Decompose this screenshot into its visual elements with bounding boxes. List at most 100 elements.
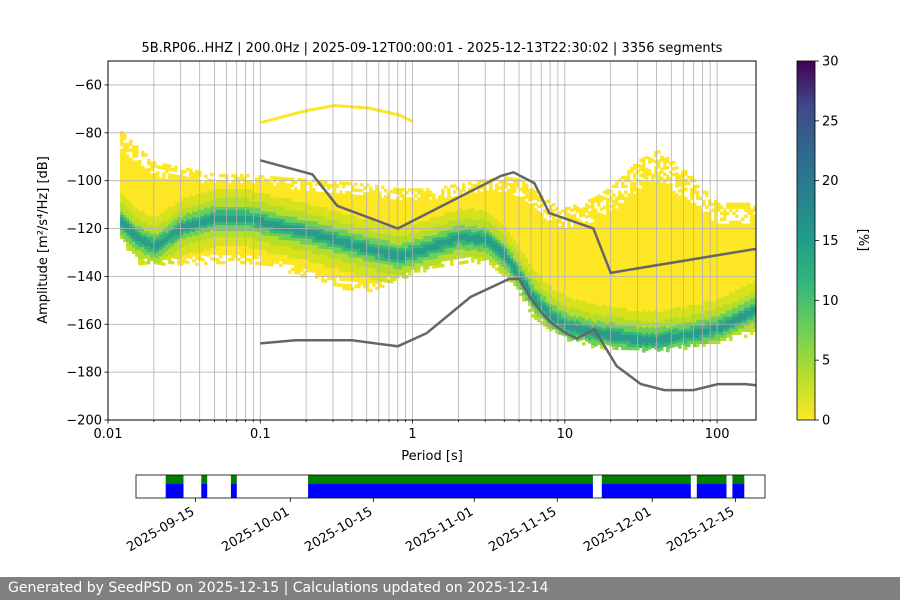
heatmap-cell	[150, 176, 154, 180]
heatmap-cell	[135, 172, 139, 176]
heatmap-cell	[210, 241, 214, 246]
heatmap-cell	[558, 298, 562, 302]
heatmap-cell	[369, 228, 373, 233]
heatmap-cell	[201, 186, 205, 190]
heatmap-cell	[261, 184, 265, 188]
heatmap-cell	[477, 243, 481, 247]
heatmap-cell	[237, 176, 241, 181]
heatmap-cell	[522, 181, 526, 185]
heatmap-cell	[345, 181, 349, 186]
heatmap-cell	[405, 200, 409, 204]
heatmap-cell	[333, 241, 337, 245]
heatmap-cell	[282, 219, 286, 223]
heatmap-cell	[420, 194, 424, 198]
heatmap-cell	[435, 201, 439, 206]
heatmap-cell	[543, 242, 547, 246]
heatmap-cell	[393, 211, 397, 215]
heatmap-cell	[549, 273, 553, 278]
heatmap-cell	[177, 184, 181, 188]
heatmap-cell	[336, 250, 340, 254]
heatmap-cell	[309, 256, 313, 261]
heatmap-cell	[594, 262, 598, 266]
heatmap-cell	[567, 284, 571, 288]
heatmap-cell	[552, 263, 556, 267]
heatmap-cell	[171, 249, 175, 253]
heatmap-cell	[537, 267, 541, 272]
heatmap-cell	[525, 264, 529, 268]
heatmap-cell	[144, 171, 148, 175]
heatmap-cell	[258, 211, 262, 215]
heatmap-cell	[486, 232, 490, 236]
heatmap-cell	[528, 206, 532, 211]
heatmap-cell	[357, 239, 361, 244]
heatmap-cell	[273, 209, 277, 213]
heatmap-cell	[285, 186, 289, 190]
heatmap-cell	[186, 224, 190, 229]
heatmap-cell	[408, 188, 412, 192]
heatmap-cell	[366, 255, 370, 259]
heatmap-cell	[441, 230, 445, 235]
heatmap-cell	[144, 174, 148, 178]
heatmap-cell	[504, 269, 508, 273]
heatmap-cell	[297, 238, 301, 242]
heatmap-cell	[246, 185, 250, 190]
heatmap-cell	[441, 224, 445, 229]
heatmap-cell	[579, 289, 583, 293]
heatmap-cell	[435, 198, 439, 203]
heatmap-cell	[570, 244, 574, 248]
heatmap-cell	[180, 259, 184, 263]
heatmap-cell	[588, 319, 592, 323]
heatmap-cell	[120, 133, 124, 138]
heatmap-cell	[282, 249, 286, 253]
heatmap-cell	[219, 197, 223, 202]
heatmap-cell	[315, 191, 319, 195]
heatmap-cell	[555, 264, 559, 268]
heatmap-cell	[582, 300, 586, 304]
heatmap-cell	[393, 256, 397, 260]
heatmap-cell	[585, 329, 589, 333]
heatmap-cell	[558, 325, 562, 329]
heatmap-cell	[564, 246, 568, 250]
heatmap-cell	[447, 212, 451, 216]
heatmap-cell	[441, 194, 445, 199]
heatmap-cell	[174, 165, 178, 169]
heatmap-cell	[477, 216, 481, 220]
heatmap-cell	[579, 220, 583, 224]
heatmap-cell	[426, 239, 430, 243]
heatmap-cell	[528, 251, 532, 256]
heatmap-cell	[531, 305, 535, 309]
heatmap-cell	[321, 231, 325, 235]
heatmap-cell	[306, 256, 310, 261]
heatmap-cell	[402, 245, 406, 249]
heatmap-cell	[228, 233, 232, 238]
heatmap-cell	[306, 238, 310, 243]
heatmap-cell	[525, 294, 529, 298]
heatmap-cell	[249, 261, 253, 265]
heatmap-cell	[135, 160, 139, 164]
heatmap-cell	[597, 200, 601, 204]
heatmap-cell	[279, 197, 283, 202]
heatmap-cell	[546, 295, 550, 299]
heatmap-cell	[264, 214, 268, 218]
heatmap-cell	[330, 201, 334, 206]
heatmap-cell	[246, 191, 250, 196]
heatmap-cell	[471, 190, 475, 194]
heatmap-cell	[525, 201, 529, 205]
heatmap-cell	[264, 202, 268, 206]
heatmap-cell	[351, 287, 355, 291]
heatmap-cell	[555, 303, 559, 307]
heatmap-cell	[282, 207, 286, 211]
heatmap-cell	[597, 248, 601, 252]
heatmap-cell	[291, 234, 295, 238]
heatmap-cell	[318, 236, 322, 241]
heatmap-cell	[189, 201, 193, 205]
heatmap-cell	[300, 232, 304, 236]
heatmap-cell	[591, 225, 595, 229]
heatmap-cell	[153, 221, 157, 225]
heatmap-cell	[504, 254, 508, 258]
heatmap-cell	[402, 230, 406, 234]
heatmap-cell	[321, 216, 325, 220]
heatmap-cell	[516, 184, 520, 188]
heatmap-cell	[159, 219, 163, 224]
heatmap-cell	[288, 270, 292, 274]
